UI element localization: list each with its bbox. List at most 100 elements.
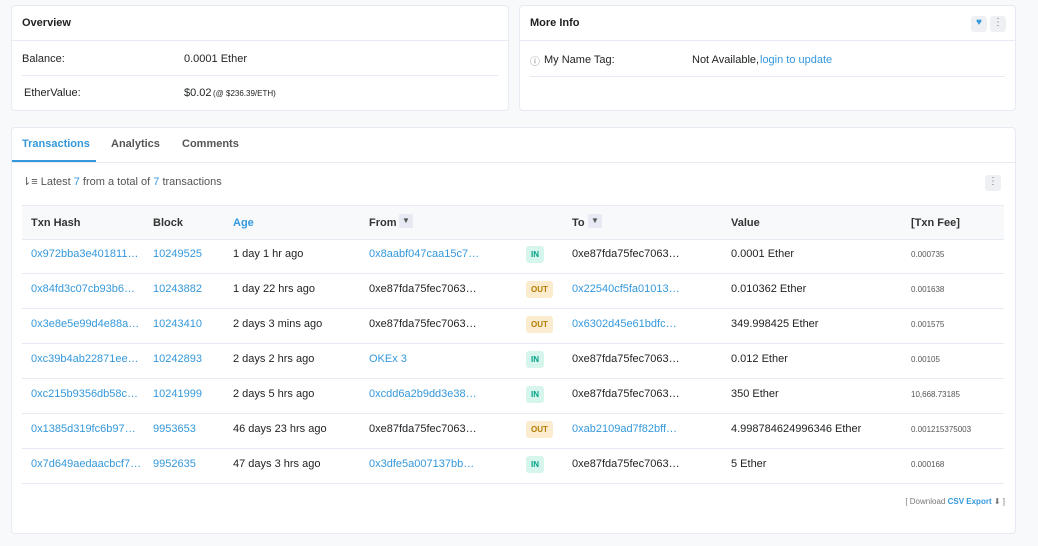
menu-button[interactable]: ⋮ (990, 16, 1006, 32)
filter-icon[interactable]: ▼ (399, 214, 413, 228)
row-divider (22, 273, 1004, 274)
fee: 0.000735 (911, 250, 945, 259)
value: 0.010362 Ether (731, 283, 807, 295)
fee: 0.00105 (911, 355, 940, 364)
to[interactable]: 0xab2109ad7f82bff… (572, 423, 677, 435)
field-value: $0.02 (184, 87, 212, 99)
block[interactable]: 10243882 (153, 283, 202, 295)
value: 0.012 Ether (731, 353, 788, 365)
login-link[interactable]: login to update (760, 54, 833, 66)
column-header: Block (153, 217, 183, 229)
direction-badge: IN (526, 246, 544, 263)
divider (22, 75, 498, 76)
value: 0.0001 Ether (731, 248, 794, 260)
direction-badge: IN (526, 456, 544, 473)
tx-hash[interactable]: 0xc39b4ab22871ee… (31, 353, 139, 365)
fee: 0.001575 (911, 320, 945, 329)
block[interactable]: 10242893 (153, 353, 202, 365)
age: 2 days 3 mins ago (233, 318, 323, 330)
column-header: [Txn Fee] (911, 217, 960, 229)
tx-hash[interactable]: 0x3e8e5e99d4e88a… (31, 318, 140, 330)
to: 0xe87fda75fec7063… (572, 248, 680, 260)
direction-badge: IN (526, 351, 544, 368)
tab[interactable]: Analytics (111, 138, 160, 150)
value: 349.998425 Ether (731, 318, 819, 330)
row-divider (22, 343, 1004, 344)
row-divider (22, 483, 1004, 484)
tab-indicator (12, 160, 96, 162)
block[interactable]: 9952635 (153, 458, 196, 470)
from: 0xe87fda75fec7063… (369, 318, 477, 330)
tx-hash[interactable]: 0x7d649aedaacbcf7… (31, 458, 142, 470)
transactions-card: Transactions Analytics Comments ⇂≡ Lates… (11, 127, 1016, 534)
tab[interactable]: Comments (182, 138, 239, 150)
from[interactable]: OKEx 3 (369, 353, 407, 365)
divider (12, 162, 1015, 163)
to: 0xe87fda75fec7063… (572, 458, 680, 470)
to: 0xe87fda75fec7063… (572, 388, 680, 400)
csv-link[interactable]: CSV Export (947, 497, 992, 506)
age: 1 day 22 hrs ago (233, 283, 315, 295)
column-header: Txn Hash (31, 217, 81, 229)
from[interactable]: 0x8aabf047caa15c7… (369, 248, 480, 260)
count: 7 (153, 176, 160, 188)
age: 2 days 2 hrs ago (233, 353, 315, 365)
text: ] (1002, 497, 1005, 506)
block[interactable]: 10249525 (153, 248, 202, 260)
row-divider (22, 448, 1004, 449)
field-label: My Name Tag: (544, 54, 615, 66)
direction-badge: OUT (526, 281, 553, 298)
overview-card: Overview Balance: 0.0001 Ether EtherValu… (11, 5, 509, 111)
row-divider (22, 308, 1004, 309)
field-label: Balance: (22, 53, 65, 65)
from[interactable]: 0x3dfe5a007137bb… (369, 458, 475, 470)
from[interactable]: 0xcdd6a2b9dd3e38… (369, 388, 477, 400)
fee: 0.001215375003 (911, 425, 972, 434)
tx-hash[interactable]: 0xc215b9356db58c… (31, 388, 139, 400)
block[interactable]: 9953653 (153, 423, 196, 435)
field-label: EtherValue: (24, 87, 81, 99)
age: 46 days 23 hrs ago (233, 423, 327, 435)
heart-button[interactable]: ♥ (971, 16, 987, 32)
column-header: Value (731, 217, 760, 229)
field-value: Not Available, (692, 54, 760, 66)
filter-icon[interactable]: ▼ (588, 214, 602, 228)
rate: (@ $236.39/ETH) (213, 89, 276, 98)
divider (530, 76, 1005, 77)
fee: 10,668.73185 (911, 390, 960, 399)
row-divider (22, 378, 1004, 379)
to[interactable]: 0x22540cf5fa01013… (572, 283, 680, 295)
count: 7 (73, 176, 80, 188)
value: 5 Ether (731, 458, 767, 470)
column-header: From (369, 217, 397, 229)
summary: ⇂≡ Latest 7 from a total of 7 transactio… (22, 176, 222, 188)
tx-hash[interactable]: 0x84fd3c07cb93b6… (31, 283, 135, 295)
card-title: More Info (530, 17, 580, 29)
age: 47 days 3 hrs ago (233, 458, 321, 470)
help-icon: ⓘ (530, 57, 540, 68)
field-value: 0.0001 Ether (184, 53, 247, 65)
column-header[interactable]: Age (233, 217, 254, 229)
text: transactions (162, 176, 222, 188)
block[interactable]: 10241999 (153, 388, 202, 400)
tab[interactable]: Transactions (22, 138, 90, 150)
block[interactable]: 10243410 (153, 318, 202, 330)
text: from a total of (82, 176, 151, 188)
fee: 0.001638 (911, 285, 945, 294)
age: 1 day 1 hr ago (233, 248, 304, 260)
more-info-card: More Info ♥ ⋮ ⓘ My Name Tag: Not Availab… (519, 5, 1016, 111)
download: [ Download CSV Export ⬇ ] (905, 497, 1005, 506)
divider (520, 40, 1015, 41)
value: 4.998784624996346 Ether (731, 423, 862, 435)
fee: 0.000168 (911, 460, 945, 469)
row-divider (22, 413, 1004, 414)
menu-button[interactable]: ⋮ (985, 175, 1001, 191)
tx-hash[interactable]: 0x1385d319fc6b97… (31, 423, 136, 435)
direction-badge: OUT (526, 421, 553, 438)
age: 2 days 5 hrs ago (233, 388, 315, 400)
tx-hash[interactable]: 0x972bba3e401811… (31, 248, 139, 260)
to[interactable]: 0x6302d45e61bdfc… (572, 318, 677, 330)
direction-badge: IN (526, 386, 544, 403)
divider (12, 40, 508, 41)
